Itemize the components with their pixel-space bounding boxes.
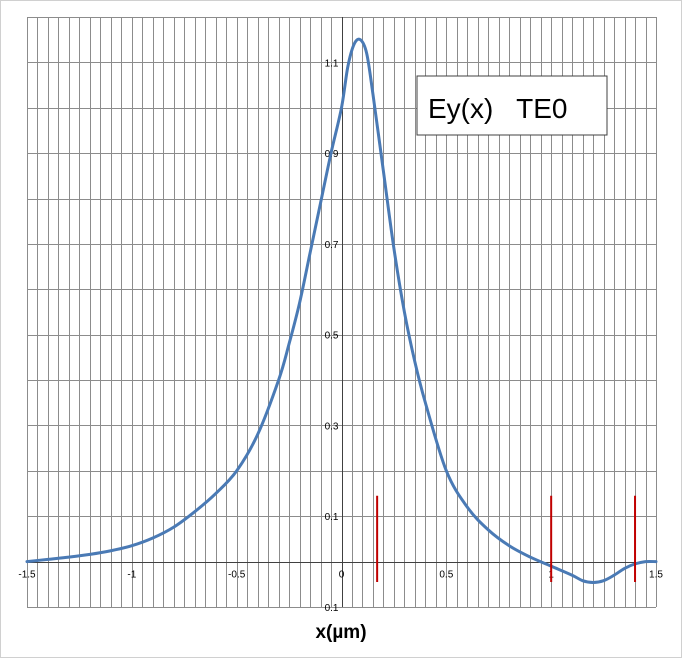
title-box: Ey(x) TE0 — [416, 75, 608, 136]
x-tick-label: 1.5 — [649, 570, 663, 581]
y-tick-label: 1.1 — [325, 58, 339, 69]
series-group — [25, 37, 658, 584]
x-axis-label: x(µm) — [315, 622, 366, 643]
y-tick-label: 0.1 — [325, 512, 339, 523]
grid-lines — [27, 17, 657, 608]
title-box-frame — [416, 75, 608, 136]
series-line — [25, 37, 658, 584]
x-tick-label: -0.5 — [228, 570, 246, 581]
x-tick-label: 0 — [339, 570, 345, 581]
chart-title: Ey(x) TE0 — [428, 93, 568, 124]
markers-group — [376, 495, 637, 583]
x-tick-label: -1.5 — [18, 570, 36, 581]
x-tick-label: 0.5 — [439, 570, 453, 581]
y-tick-label: 0.1 — [325, 603, 339, 614]
x-tick-label: -1 — [127, 570, 136, 581]
y-tick-label: 0.5 — [325, 331, 339, 342]
y-tick-label: 0.3 — [325, 421, 339, 432]
y-tick-label: 0.7 — [325, 240, 339, 251]
